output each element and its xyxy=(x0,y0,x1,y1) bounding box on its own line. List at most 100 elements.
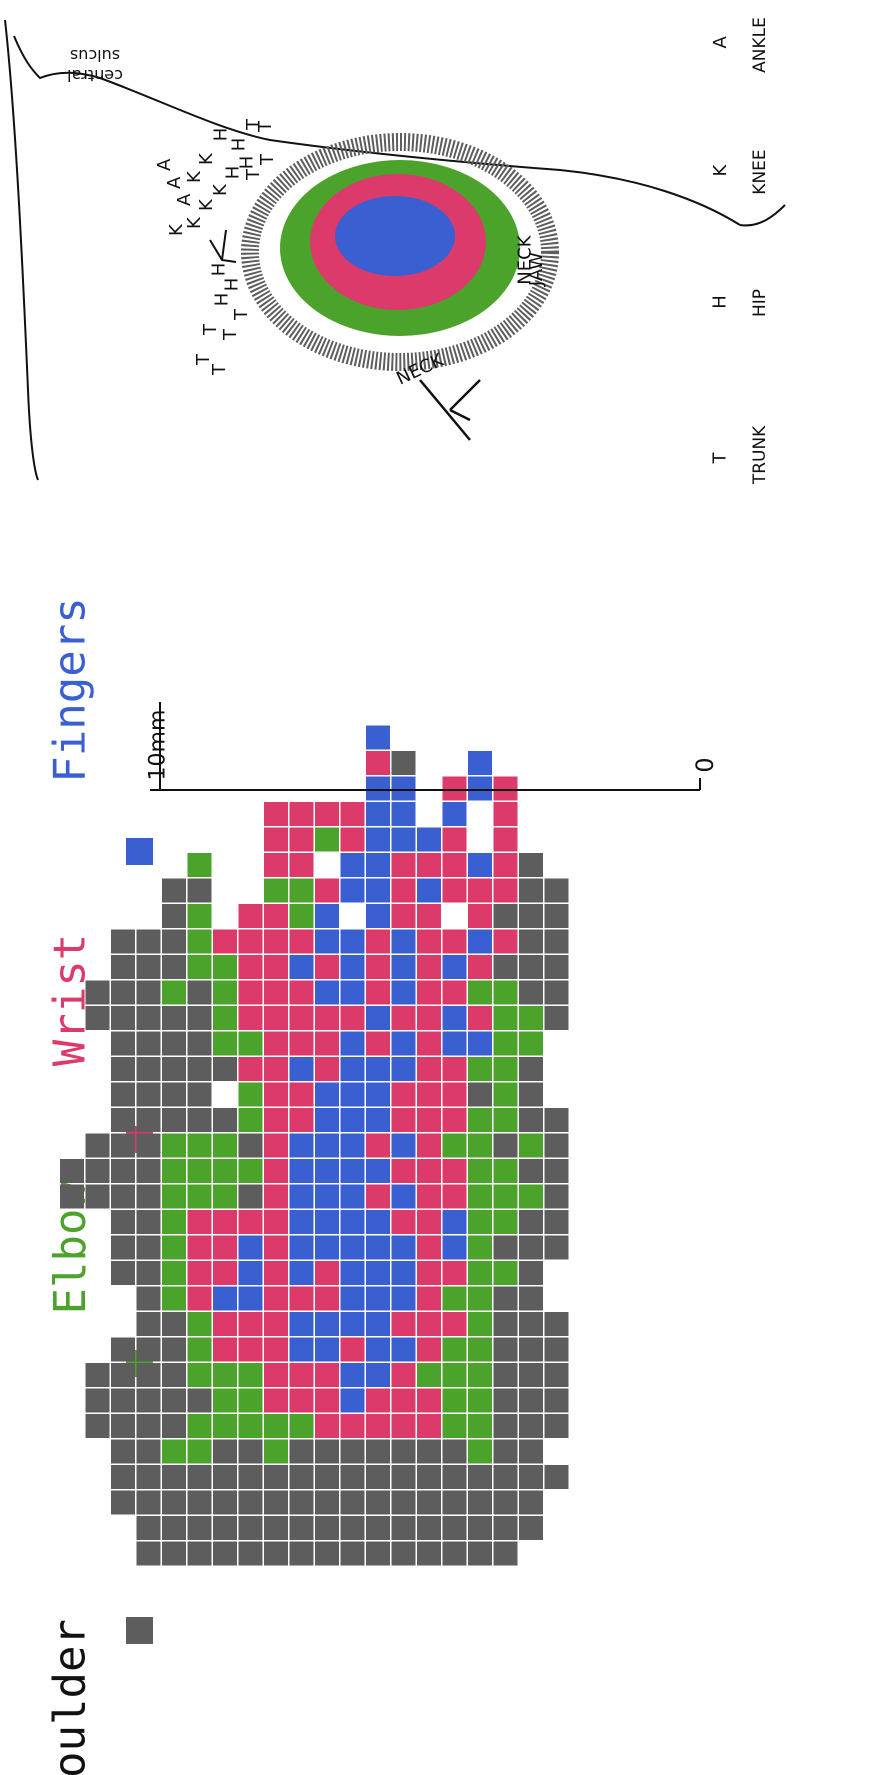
grid-cell-wrist xyxy=(264,1108,288,1132)
grid-cell-wrist xyxy=(315,1031,339,1056)
grid-cell-shoulder xyxy=(493,1337,518,1362)
grid-cell-shoulder xyxy=(162,1388,186,1413)
grid-cell-wrist xyxy=(417,1133,441,1158)
grid-cell-shoulder xyxy=(111,929,135,954)
grid-cell-shoulder xyxy=(493,1363,518,1387)
movement-grid-map xyxy=(60,725,569,1566)
fork-mark-upper xyxy=(209,229,237,263)
shoulder-label: Shoulder xyxy=(45,1619,96,1775)
grid-cell-shoulder xyxy=(544,955,569,979)
svg-text:A: A xyxy=(164,176,185,189)
grid-cell-shoulder xyxy=(136,980,161,1005)
grid-cell-wrist xyxy=(238,1057,263,1081)
grid-cell-wrist xyxy=(238,929,263,954)
grid-cell-fingers xyxy=(366,1082,390,1107)
grid-cell-fingers xyxy=(315,904,339,928)
grid-cell-shoulder xyxy=(442,1439,467,1464)
grid-cell-fingers xyxy=(391,1031,416,1056)
grid-cell-shoulder xyxy=(544,1465,569,1489)
grid-cell-wrist xyxy=(417,1312,441,1336)
grid-cell-shoulder xyxy=(85,1133,110,1158)
grid-cell-fingers xyxy=(442,1235,467,1260)
grid-cell-elbow xyxy=(187,955,212,979)
grid-cell-wrist xyxy=(391,1082,416,1107)
grid-cell-wrist xyxy=(264,853,288,877)
grid-cell-shoulder xyxy=(493,1516,518,1540)
grid-cell-fingers xyxy=(340,1031,365,1056)
grid-cell-wrist xyxy=(391,1388,416,1413)
grid-cell-fingers xyxy=(315,1159,339,1183)
grid-cell-shoulder xyxy=(213,1465,237,1489)
grid-cell-shoulder xyxy=(111,1031,135,1056)
grid-cell-wrist xyxy=(340,1337,365,1362)
grid-cell-fingers xyxy=(238,1235,263,1260)
grid-cell-shoulder xyxy=(85,1184,110,1209)
grid-cell-wrist xyxy=(442,1312,467,1336)
svg-text:K: K xyxy=(166,223,187,236)
grid-cell-wrist xyxy=(417,1159,441,1183)
grid-cell-wrist xyxy=(442,1108,467,1132)
grid-cell-shoulder xyxy=(519,980,543,1005)
grid-cell-fingers xyxy=(340,1133,365,1158)
scale-label-10mm: 10mm xyxy=(146,710,171,781)
grid-cell-wrist xyxy=(391,1363,416,1387)
grid-cell-fingers xyxy=(289,1261,314,1285)
grid-cell-wrist xyxy=(442,1261,467,1285)
grid-cell-shoulder xyxy=(468,1082,492,1107)
grid-cell-wrist xyxy=(289,1031,314,1056)
grid-cell-shoulder xyxy=(162,1006,186,1030)
grid-cell-wrist xyxy=(264,827,288,852)
grid-cell-shoulder xyxy=(187,1490,212,1515)
svg-text:T: T xyxy=(243,118,264,131)
grid-cell-fingers xyxy=(289,955,314,979)
grid-cell-wrist xyxy=(417,1108,441,1132)
grid-cell-wrist xyxy=(468,878,492,903)
svg-text:T: T xyxy=(200,323,221,336)
grid-cell-elbow xyxy=(238,1159,263,1183)
grid-cell-elbow xyxy=(468,1108,492,1132)
svg-text:K: K xyxy=(196,198,217,211)
grid-cell-wrist xyxy=(417,904,441,928)
grid-cell-fingers xyxy=(366,1057,390,1081)
grid-cell-shoulder xyxy=(340,1465,365,1489)
grid-cell-elbow xyxy=(468,1159,492,1183)
grid-cell-wrist xyxy=(493,853,518,877)
scale-bar: 10mm 0 xyxy=(146,702,719,791)
grid-cell-shoulder xyxy=(136,1235,161,1260)
grid-cell-wrist xyxy=(340,1414,365,1438)
grid-cell-fingers xyxy=(315,929,339,954)
grid-cell-wrist xyxy=(340,1006,365,1030)
grid-cell-wrist xyxy=(366,929,390,954)
grid-cell-wrist xyxy=(493,802,518,826)
grid-cell-elbow xyxy=(493,1108,518,1132)
grid-cell-shoulder xyxy=(187,980,212,1005)
svg-text:K: K xyxy=(196,152,217,165)
grid-cell-shoulder xyxy=(162,929,186,954)
grid-cell-shoulder xyxy=(136,1261,161,1285)
grid-cell-fingers xyxy=(340,878,365,903)
grid-cell-shoulder xyxy=(187,1388,212,1413)
grid-cell-shoulder xyxy=(315,1439,339,1464)
grid-cell-fingers xyxy=(391,1261,416,1285)
grid-cell-shoulder xyxy=(519,1057,543,1081)
grid-cell-wrist xyxy=(289,929,314,954)
svg-text:T: T xyxy=(257,153,278,166)
grid-cell-shoulder xyxy=(111,1414,135,1438)
grid-cell-shoulder xyxy=(162,1414,186,1438)
grid-cell-wrist xyxy=(264,1133,288,1158)
svg-text:H: H xyxy=(236,156,257,170)
grid-cell-wrist xyxy=(213,1312,237,1336)
grid-cell-fingers xyxy=(417,827,441,852)
grid-cell-shoulder xyxy=(519,1490,543,1515)
grid-cell-elbow xyxy=(213,1133,237,1158)
label-neck-upper: NECK xyxy=(515,234,536,284)
grid-cell-wrist xyxy=(264,1312,288,1336)
grid-cell-fingers xyxy=(340,955,365,979)
grid-cell-wrist xyxy=(417,1286,441,1311)
grid-cell-wrist xyxy=(315,1388,339,1413)
grid-cell-fingers xyxy=(468,853,492,877)
grid-cell-shoulder xyxy=(442,1541,467,1566)
grid-cell-wrist xyxy=(264,904,288,928)
grid-cell-shoulder xyxy=(442,1490,467,1515)
grid-cell-shoulder xyxy=(340,1490,365,1515)
